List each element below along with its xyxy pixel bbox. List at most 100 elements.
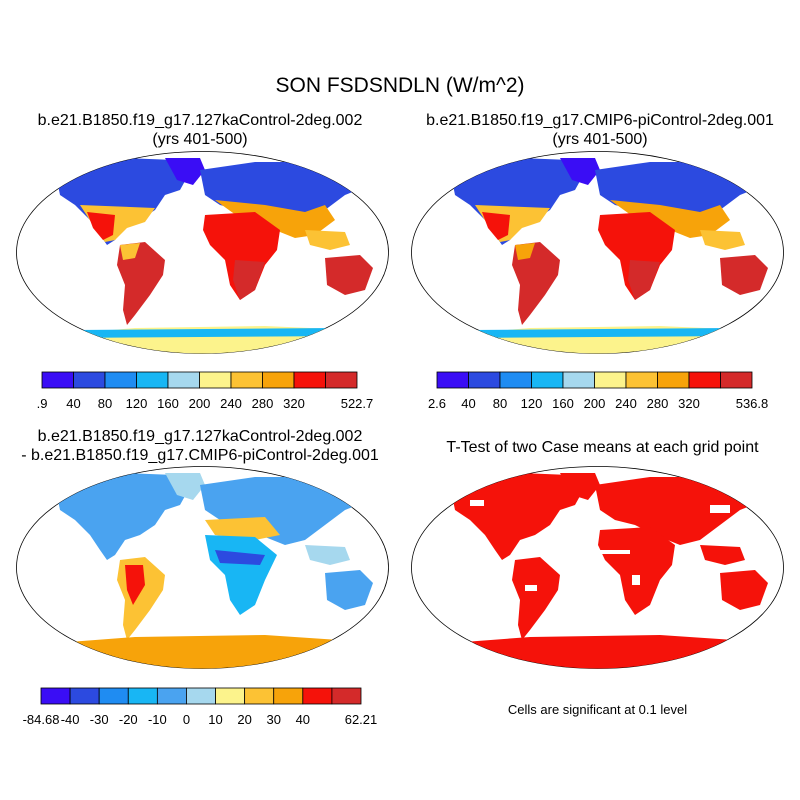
- land-eurasia: [595, 477, 765, 545]
- colorbar-tick-label: 80: [98, 396, 112, 411]
- panel-1-title: b.e21.B1850.f19_g17.127kaControl-2deg.00…: [0, 111, 400, 149]
- panel-1-title-line2: (yrs 401-500): [152, 131, 248, 148]
- colorbar-swatch: [136, 371, 169, 389]
- land-se-asia: [305, 230, 350, 250]
- land-north-america: [450, 158, 585, 245]
- land-sahara: [205, 517, 280, 540]
- colorbar-tick-label: 40: [66, 396, 80, 411]
- colorbar-swatch: [186, 687, 216, 705]
- colorbar-swatch: [262, 371, 295, 389]
- map-panel-3: [16, 466, 389, 669]
- colorbar-swatch: [156, 687, 187, 705]
- land-greenland: [560, 473, 600, 500]
- land-africa: [598, 212, 675, 300]
- land-south-america-north: [515, 243, 535, 260]
- land-africa-south: [233, 260, 265, 300]
- colorbar-panel-3: -84.68 -40 -30 -20 -10 0 10 20 30 40 62.21: [23, 687, 378, 727]
- land-australia: [720, 570, 768, 610]
- insignificant-cell: [470, 500, 484, 506]
- panel-3-title: b.e21.B1850.f19_g17.127kaControl-2deg.00…: [0, 427, 400, 465]
- panel-1-title-line1: b.e21.B1850.f19_g17.127kaControl-2deg.00…: [37, 112, 363, 129]
- colorbar-swatch: [293, 371, 326, 389]
- colorbar-swatch: [499, 371, 532, 389]
- colorbar-tick-label: 240: [615, 396, 637, 411]
- colorbar-tick-label: 320: [678, 396, 700, 411]
- insignificant-cell: [525, 585, 537, 591]
- colorbar-tick-label: -20: [119, 712, 138, 727]
- colorbar-swatch: [273, 687, 304, 705]
- colorbar-swatch: [69, 687, 100, 705]
- panel-4-title-line1: T-Test of two Case means at each grid po…: [446, 439, 759, 456]
- land-north-america-sw: [87, 212, 115, 240]
- colorbar-tick-label: 522.7: [341, 396, 374, 411]
- colorbar-swatch: [98, 687, 129, 705]
- land-greenland: [165, 158, 205, 185]
- colorbar-swatch: [104, 371, 137, 389]
- colorbar-swatch: [41, 371, 74, 389]
- land-south-america: [117, 242, 165, 325]
- land-greenland: [560, 158, 600, 185]
- panel-2-title-line2: (yrs 401-500): [552, 131, 648, 148]
- colorbar-swatch: [127, 687, 158, 705]
- colorbar-tick-label: 120: [521, 396, 543, 411]
- colorbar-tick-label: -10: [148, 712, 167, 727]
- colorbar-panel-1: .9 40 80 120 160 200 240 280 320 522.7: [37, 371, 374, 411]
- land-africa-band: [215, 550, 265, 565]
- colorbar-tick-label: .9: [37, 396, 48, 411]
- land-north-america: [55, 158, 190, 245]
- colorbar-tick-label: 320: [283, 396, 305, 411]
- colorbar-swatch: [40, 687, 71, 705]
- land-australia: [325, 570, 373, 610]
- colorbar-tick-label: 536.8: [736, 396, 769, 411]
- colorbar-swatch: [720, 371, 753, 389]
- colorbar-panel-2: 2.6 40 80 120 160 200 240 280 320 536.8: [428, 371, 769, 411]
- land-south-america: [512, 242, 560, 325]
- colorbar-tick-label: 80: [493, 396, 507, 411]
- colorbar-swatch: [325, 371, 358, 389]
- colorbar-tick-label: 200: [189, 396, 211, 411]
- land-antarctica-edge: [460, 328, 740, 338]
- colorbar-tick-label: 2.6: [428, 396, 446, 411]
- land-eurasia-mid: [610, 200, 730, 238]
- colorbar-swatch: [657, 371, 690, 389]
- land-greenland: [165, 473, 205, 500]
- panel-2-title: b.e21.B1850.f19_g17.CMIP6-piControl-2deg…: [400, 111, 800, 149]
- colorbar-tick-label: -40: [61, 712, 80, 727]
- land-africa: [203, 212, 280, 300]
- colorbar-swatch: [331, 687, 362, 705]
- colorbar-tick-label: 240: [220, 396, 242, 411]
- land-north-america-sw: [482, 212, 510, 240]
- panel-2-title-line1: b.e21.B1850.f19_g17.CMIP6-piControl-2deg…: [426, 112, 774, 129]
- land-se-asia: [305, 545, 350, 565]
- colorbar-swatch: [73, 371, 106, 389]
- colorbar-swatch: [594, 371, 627, 389]
- colorbar-swatch: [562, 371, 595, 389]
- colorbar-tick-label: 280: [252, 396, 274, 411]
- land-australia: [325, 255, 373, 295]
- colorbar-tick-label: 62.21: [345, 712, 378, 727]
- panel-3-title-line1: b.e21.B1850.f19_g17.127kaControl-2deg.00…: [37, 428, 363, 445]
- colorbar-tick-label: 120: [126, 396, 148, 411]
- land-eurasia-mid: [215, 200, 335, 238]
- colorbar-tick-label: 280: [647, 396, 669, 411]
- colorbar-tick-label: 160: [157, 396, 179, 411]
- colorbar-swatch: [468, 371, 501, 389]
- land-australia: [720, 255, 768, 295]
- significance-note: Cells are significant at 0.1 level: [507, 702, 688, 717]
- colorbar-swatch: [244, 687, 275, 705]
- colorbar-swatch: [436, 371, 469, 389]
- land-antarctica-edge: [65, 328, 345, 338]
- land-north-america: [55, 473, 190, 560]
- land-eurasia: [200, 162, 370, 230]
- colorbar-swatch: [302, 687, 333, 705]
- colorbar-tick-label: -30: [90, 712, 109, 727]
- colorbar-tick-label: 40: [296, 712, 310, 727]
- land-eurasia: [595, 162, 765, 230]
- insignificant-cell: [632, 575, 640, 585]
- land-north-america: [450, 473, 585, 560]
- panel-4-title: T-Test of two Case means at each grid po…: [405, 438, 800, 457]
- colorbar-tick-label: -84.68: [23, 712, 60, 727]
- colorbar-swatch: [688, 371, 721, 389]
- land-eurasia: [200, 477, 370, 545]
- land-se-asia: [700, 545, 745, 565]
